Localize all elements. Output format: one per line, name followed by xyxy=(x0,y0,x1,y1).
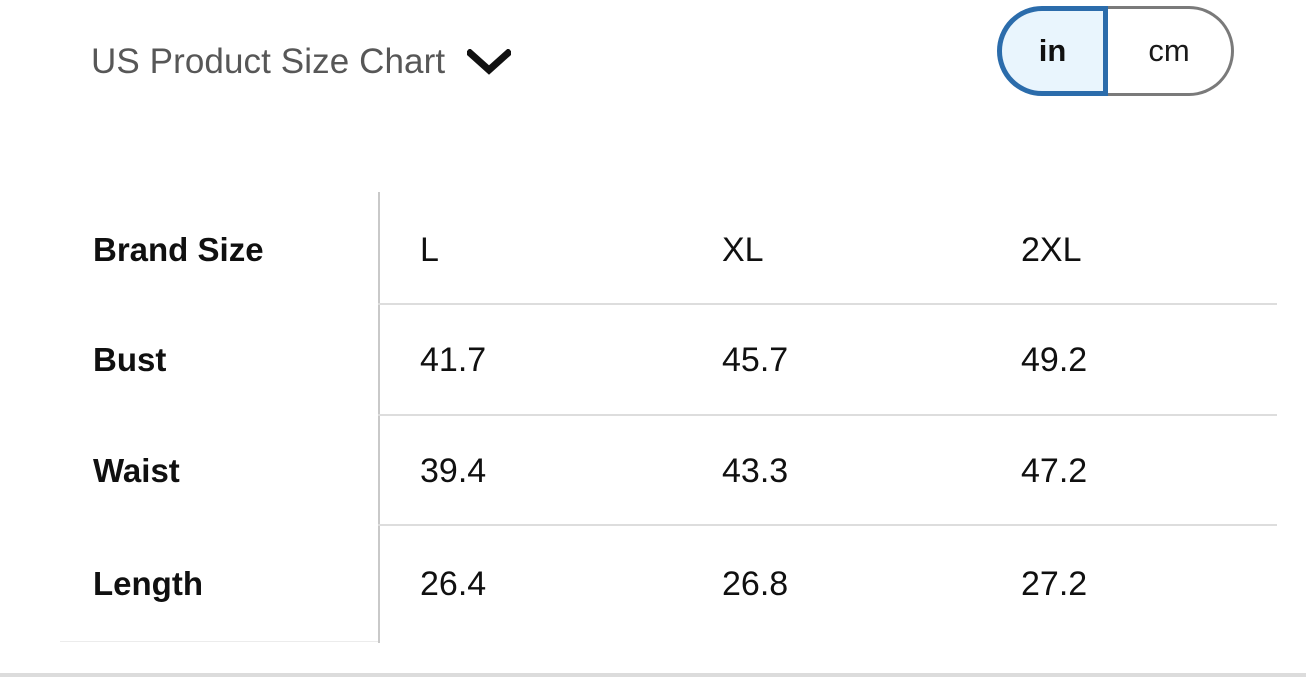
unit-toggle-group[interactable]: in cm xyxy=(997,6,1234,96)
table-row: Waist 39.4 43.3 47.2 xyxy=(0,416,1306,526)
cell-bust-l: 41.7 xyxy=(420,340,487,379)
page-title: US Product Size Chart xyxy=(91,42,446,81)
table-row: Length 26.4 26.8 27.2 xyxy=(0,529,1306,639)
cell-length-l: 26.4 xyxy=(420,564,487,603)
row-label-waist: Waist xyxy=(93,452,180,489)
cell-length-xl: 26.8 xyxy=(722,564,789,603)
table-row-divider xyxy=(378,303,1277,305)
row-label-length: Length xyxy=(93,565,203,602)
row-label-bust: Bust xyxy=(93,341,167,378)
size-chart-header: US Product Size Chart in cm xyxy=(0,0,1306,105)
cell-bust-xl: 45.7 xyxy=(722,340,789,379)
column-header-l: L xyxy=(420,230,439,269)
chevron-down-icon[interactable] xyxy=(465,47,514,75)
table-header-label: Brand Size xyxy=(93,231,264,268)
cell-waist-xl: 43.3 xyxy=(722,451,789,490)
unit-toggle-in[interactable]: in xyxy=(997,6,1108,96)
table-row-divider xyxy=(378,414,1277,416)
table-row: Bust 41.7 45.7 49.2 xyxy=(0,305,1306,415)
column-header-2xl: 2XL xyxy=(1021,230,1082,269)
cell-waist-2xl: 47.2 xyxy=(1021,451,1088,490)
cell-bust-2xl: 49.2 xyxy=(1021,340,1088,379)
cell-length-2xl: 27.2 xyxy=(1021,564,1088,603)
table-header-row: Brand Size L XL 2XL xyxy=(0,195,1306,305)
unit-toggle-cm[interactable]: cm xyxy=(1107,6,1234,96)
label-column-underline xyxy=(60,641,378,642)
column-header-xl: XL xyxy=(722,230,764,269)
size-chart-title-toggle[interactable]: US Product Size Chart xyxy=(91,42,514,81)
table-vertical-divider xyxy=(378,192,380,643)
table-row-divider xyxy=(378,524,1277,526)
section-bottom-divider xyxy=(0,673,1306,677)
cell-waist-l: 39.4 xyxy=(420,451,487,490)
